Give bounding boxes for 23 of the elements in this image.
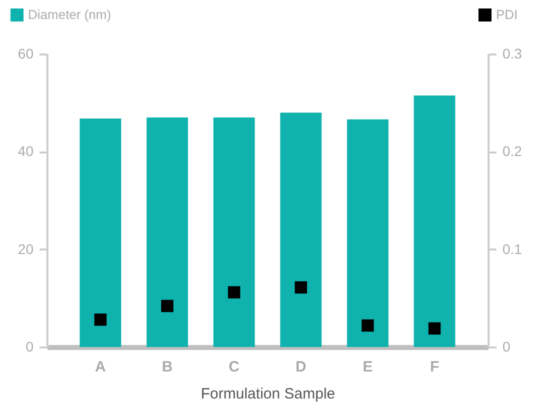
y2-tick-label: 0 [502,338,510,354]
y-tick-label: 60 [18,46,34,62]
point [428,322,441,335]
legend-label: Diameter (nm) [28,7,112,22]
y-tick-label: 0 [26,338,34,354]
x-tick-label: A [95,358,106,376]
y-tick-label: 20 [18,240,34,257]
point [362,319,374,332]
point [294,281,308,294]
x-tick-label: C [228,358,240,376]
y2-tick-label: 0.3 [502,46,522,62]
x-axis-title: Formulation Sample [200,386,336,402]
x-tick-label: B [162,358,173,376]
x-tick-label: F [430,358,440,376]
y2-tick-label: 0.1 [502,240,522,257]
x-tick-label: D [295,358,306,376]
point [228,286,240,298]
x-tick-label: E [362,358,373,376]
point [161,300,174,312]
y-tick-label: 40 [18,143,34,160]
point [94,314,107,326]
y2-tick-label: 0.2 [502,143,522,160]
legend-label: PDI [496,7,518,22]
